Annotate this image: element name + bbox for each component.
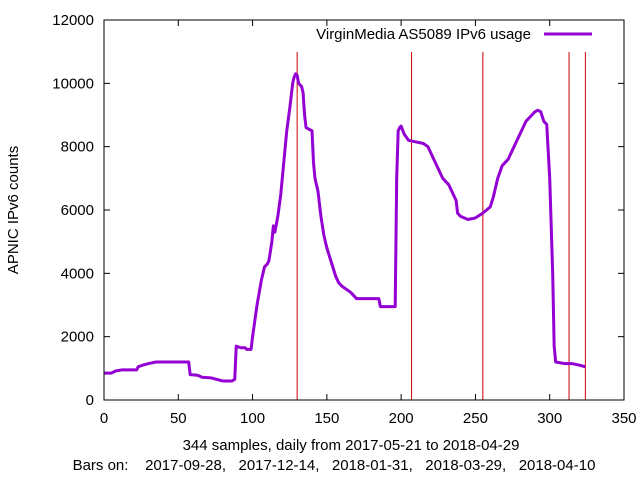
legend: VirginMedia AS5089 IPv6 usage: [316, 26, 592, 43]
x-tick-label: 50: [170, 410, 187, 427]
plot-frame: [103, 19, 625, 401]
x-tick-label: 350: [611, 410, 636, 427]
axis-ticks: 0 2000 4000 6000 8000 10000 12000 0 50 100 150 200 2…: [52, 12, 636, 427]
x-tick-label: 250: [463, 410, 488, 427]
series-line: [104, 72, 586, 383]
x-tick-label: 300: [537, 410, 562, 427]
y-axis-label: APNIC IPv6 counts: [5, 146, 22, 274]
x-tick-label: 0: [100, 410, 108, 427]
legend-label: VirginMedia AS5089 IPv6 usage: [316, 26, 531, 43]
x-axis-label: 344 samples, daily from 2017-05-21 to 20…: [183, 437, 520, 454]
y-tick-label: 2000: [61, 329, 94, 346]
vertical-bars: [296, 52, 586, 400]
x-tick-label: 100: [240, 410, 265, 427]
x-tick-label: 150: [314, 410, 339, 427]
series-lines: [104, 72, 586, 383]
y-tick-label: 12000: [52, 12, 94, 29]
x-tick-label: 200: [389, 410, 414, 427]
y-tick-label: 10000: [52, 75, 94, 92]
y-tick-label: 0: [86, 392, 94, 409]
y-tick-label: 4000: [61, 265, 94, 282]
x-axis-label-bars: Bars on: 2017-09-28, 2017-12-14, 2018-01…: [73, 457, 596, 474]
y-tick-label: 8000: [61, 139, 94, 156]
y-tick-label: 6000: [61, 202, 94, 219]
